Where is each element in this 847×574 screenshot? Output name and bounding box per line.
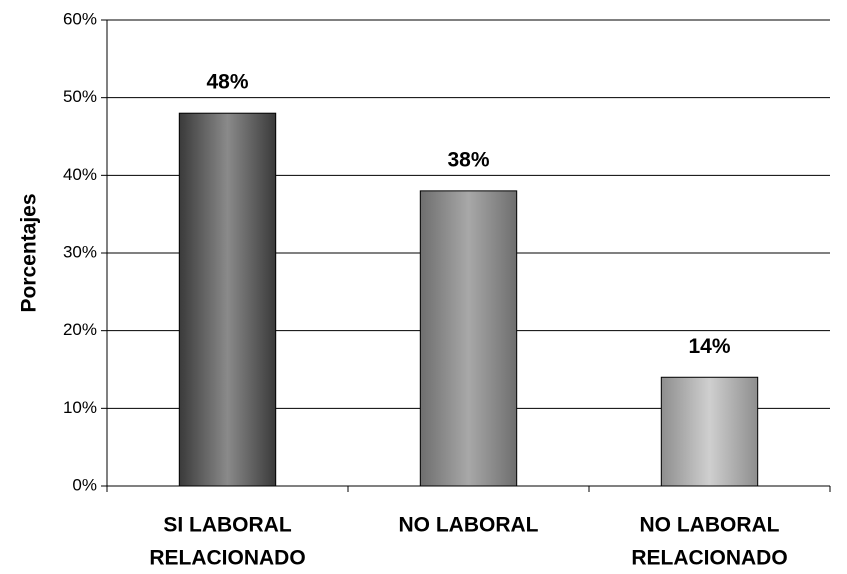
- data-labels: 48% 38% 14%: [206, 71, 730, 358]
- y-tick-label: 40%: [63, 165, 97, 184]
- y-axis-title: Porcentajes: [18, 193, 41, 312]
- bar: [660, 376, 759, 487]
- x-tick-label: NO LABORAL: [640, 514, 780, 537]
- x-tick-label: RELACIONADO: [149, 547, 305, 569]
- y-tick-label: 0%: [72, 475, 97, 494]
- data-label: 38%: [447, 148, 489, 171]
- y-tick-label: 20%: [63, 320, 97, 339]
- bars: [178, 112, 759, 487]
- axes: [101, 19, 831, 492]
- y-tick-label: 10%: [63, 398, 97, 417]
- x-tick-label: SI LABORAL: [163, 514, 292, 537]
- y-tick-label: 50%: [63, 87, 97, 106]
- x-tick-labels: SI LABORAL RELACIONADO NO LABORAL NO LABORA…: [149, 514, 787, 570]
- data-label: 14%: [688, 335, 730, 358]
- x-tick-label: RELACIONADO: [631, 547, 787, 569]
- bar: [178, 112, 277, 487]
- x-tick-label: NO LABORAL: [399, 514, 539, 537]
- data-label: 48%: [206, 71, 248, 94]
- y-tick-label: 60%: [63, 9, 97, 28]
- bar: [419, 190, 518, 487]
- y-tick-label: 30%: [63, 242, 97, 261]
- y-tick-labels: 0% 10% 20% 30% 40% 50% 60%: [63, 9, 97, 494]
